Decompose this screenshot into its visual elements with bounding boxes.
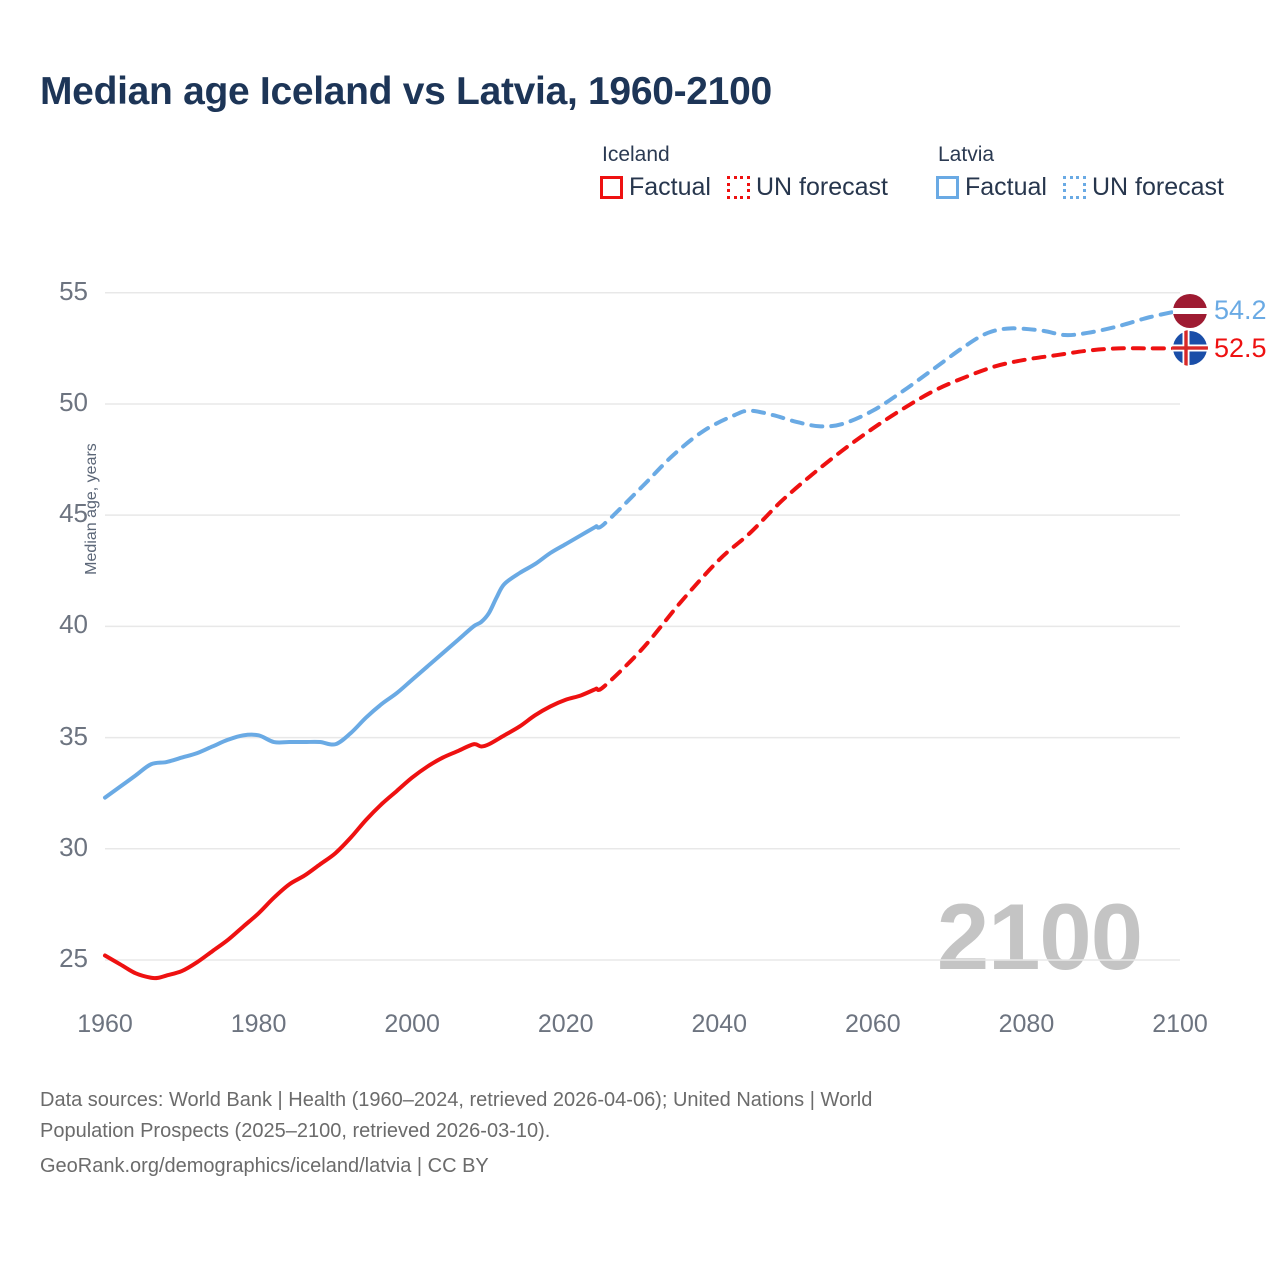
x-tick-label: 2040 [691,1010,748,1038]
y-tick-label: 30 [59,831,88,862]
iceland-flag-icon [1172,330,1208,367]
x-tick-label: 2080 [998,1010,1055,1038]
legend-label-iceland-forecast: UN forecast [755,173,888,201]
legend-label-iceland-factual: Factual [629,173,711,201]
page-title: Median age Iceland vs Latvia, 1960-2100 [40,70,772,113]
x-tick-label: 2000 [384,1010,440,1038]
end-label-iceland: 52.5 [1172,330,1267,367]
legend-swatch-solid-icon [600,176,623,199]
legend-country-iceland: Iceland [602,143,670,166]
legend-group-iceland: Iceland Factual UN forecast [600,143,888,202]
legend-swatch-solid-icon [936,176,959,199]
end-label-latvia: 54.2 [1172,293,1267,329]
y-tick-label: 25 [59,942,88,973]
y-tick-label: 45 [59,498,88,529]
footer-line-3[interactable]: GeoRank.org/demographics/iceland/latvia … [40,1155,489,1177]
end-value-iceland: 52.5 [1214,332,1267,363]
legend-item-iceland-factual[interactable]: Factual [600,173,711,202]
x-tick-label: 2060 [845,1010,901,1038]
x-tick-label: 2100 [1152,1010,1208,1038]
end-value-latvia: 54.2 [1214,295,1267,326]
footer-sources: Data sources: World Bank | Health (1960–… [40,1085,1170,1182]
series-line-iceland-forecast [594,346,1182,692]
x-tick-label: 1980 [230,1010,287,1038]
x-tick-label: 1960 [77,1010,133,1038]
y-tick-label: 40 [59,609,88,640]
legend-group-latvia: Latvia Factual UN forecast [936,143,1224,202]
legend-item-iceland-forecast[interactable]: UN forecast [726,173,888,202]
footer-line-2: Population Prospects (2025–2100, retriev… [40,1120,551,1142]
chart-legend: Iceland Factual UN forecast Latvia Factu… [600,143,1260,223]
legend-swatch-dotted-icon [1062,176,1086,199]
series-line-latvia-forecast [594,308,1182,530]
year-watermark: 2100 [936,884,1143,989]
series-line-iceland-factual [103,686,599,981]
legend-item-latvia-forecast[interactable]: UN forecast [1062,173,1224,202]
y-tick-label: 35 [59,720,88,751]
legend-label-latvia-forecast: UN forecast [1091,173,1224,201]
y-tick-label: 50 [59,386,88,417]
series-line-latvia-factual [103,524,599,800]
footer-line-1: Data sources: World Bank | Health (1960–… [40,1089,873,1111]
y-axis-ticks: 25 30 35 40 45 50 55 [20,0,88,1000]
legend-country-latvia: Latvia [938,143,995,166]
x-tick-label: 2020 [537,1010,594,1038]
legend-label-latvia-factual: Factual [965,173,1047,201]
legend-item-latvia-factual[interactable]: Factual [936,173,1047,202]
legend-swatch-dotted-icon [726,176,750,199]
y-tick-label: 55 [59,275,88,306]
latvia-flag-icon [1172,293,1208,329]
